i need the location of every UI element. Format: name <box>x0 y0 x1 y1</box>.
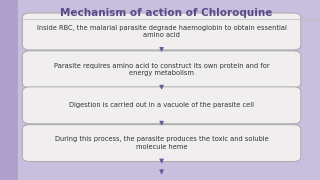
FancyBboxPatch shape <box>0 0 18 180</box>
Text: Mechanism of action of Chloroquine: Mechanism of action of Chloroquine <box>60 8 273 18</box>
Text: During this process, the parasite produces the toxic and soluble
molecule heme: During this process, the parasite produc… <box>55 136 268 150</box>
Text: Parasite requires amino acid to construct its own protein and for
energy metabol: Parasite requires amino acid to construc… <box>54 62 269 76</box>
FancyBboxPatch shape <box>22 13 301 50</box>
FancyBboxPatch shape <box>22 125 301 162</box>
FancyBboxPatch shape <box>22 87 301 124</box>
FancyBboxPatch shape <box>22 51 301 88</box>
Text: Digestion is carried out in a vacuole of the parasite cell: Digestion is carried out in a vacuole of… <box>69 102 254 108</box>
Text: Inside RBC, the malarial parasite degrade haemoglobin to obtain essential
amino : Inside RBC, the malarial parasite degrad… <box>37 25 286 38</box>
